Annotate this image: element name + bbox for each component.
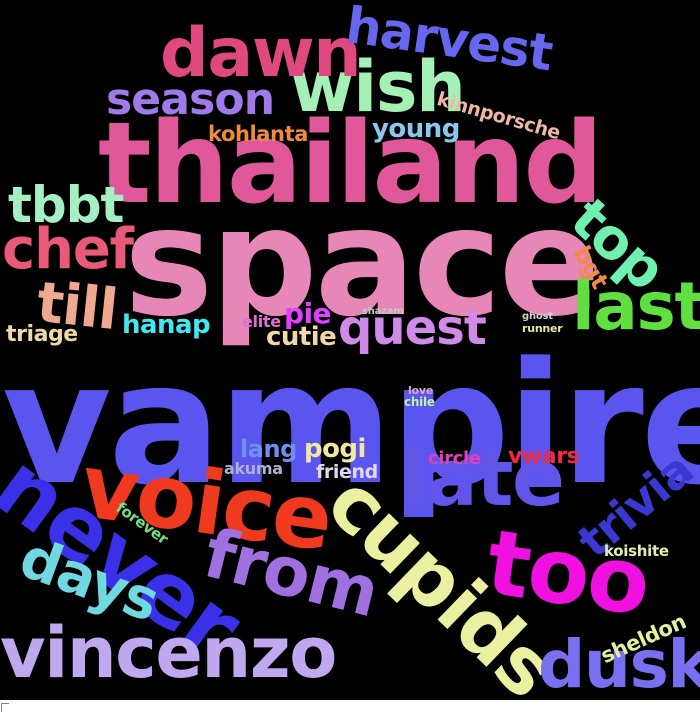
word-hanap: hanap [122, 310, 211, 340]
word-ghost: ghost [522, 311, 553, 322]
word-dawn: dawn [160, 14, 362, 93]
word-vampire: vampire [2, 326, 700, 522]
word-vincenzo: vincenzo [0, 612, 337, 694]
word-koishite: koishite [604, 542, 669, 560]
word-dusk: dusk [538, 626, 700, 700]
word-chile: chile [404, 395, 435, 409]
word-young: young [372, 114, 460, 144]
word-elite: elite [242, 312, 281, 331]
word-runner: runner [522, 322, 563, 335]
word-space: space [124, 176, 601, 350]
corner-mark [1, 703, 9, 712]
word-akuma: akuma [224, 459, 283, 478]
word-shazam: shazam [362, 306, 404, 317]
word-pie: pie [284, 297, 332, 330]
word-pogi: pogi [304, 434, 366, 464]
word-lang: lang [240, 435, 297, 463]
word-tbbt: tbbt [8, 176, 124, 234]
word-friend: friend [316, 461, 378, 483]
word-vwars: vwars [508, 444, 580, 469]
word-triage: triage [6, 322, 78, 347]
word-last: last [572, 268, 700, 345]
word-quest: quest [338, 300, 487, 356]
word-late: late [400, 434, 565, 524]
word-wish: wish [290, 46, 466, 128]
word-cutie: cutie [266, 322, 337, 352]
word-circle: circle [428, 448, 481, 469]
word-season: season [106, 74, 275, 125]
word-kohlanta: kohlanta [208, 122, 308, 146]
word-chef: chef [2, 217, 134, 282]
word-love: love [408, 384, 434, 397]
word-thailand: thailand [98, 99, 603, 229]
